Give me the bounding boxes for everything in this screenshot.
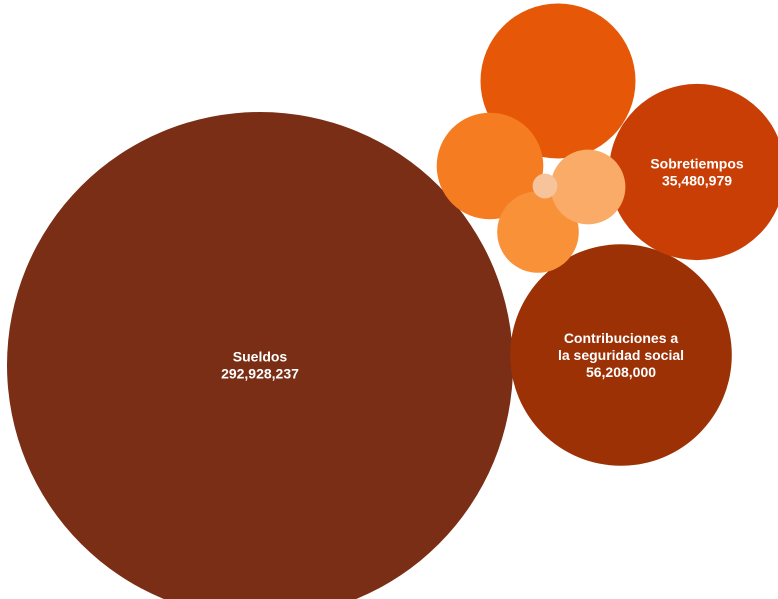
bubble[interactable] <box>510 244 732 466</box>
bubble[interactable] <box>550 149 626 225</box>
bubble[interactable] <box>532 173 558 199</box>
bubble[interactable] <box>436 112 544 220</box>
bubble-value: 56,208,000 <box>586 364 656 380</box>
bubble-label: la seguridad social <box>558 347 684 363</box>
bubble-value: 35,480,979 <box>662 172 732 188</box>
bubble[interactable] <box>7 112 513 599</box>
bubble[interactable] <box>608 83 778 261</box>
bubble-label: Sueldos <box>233 348 288 364</box>
bubble[interactable] <box>480 3 636 159</box>
bubble-label: Contribuciones a <box>564 330 679 346</box>
bubble[interactable] <box>497 191 579 273</box>
bubble-value: 292,928,237 <box>221 365 299 381</box>
bubble-label: Sobretiempos <box>650 155 744 171</box>
